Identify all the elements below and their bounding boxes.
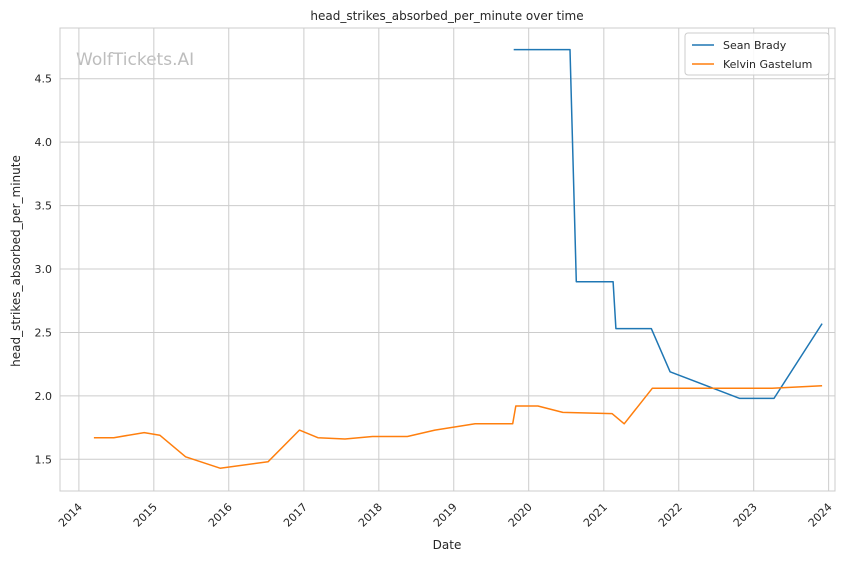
grid: [60, 28, 835, 491]
y-tick-label: 3.0: [35, 263, 53, 276]
watermark-text: WolfTickets.AI: [76, 50, 194, 70]
plot-frame: [59, 27, 836, 492]
y-tick-label: 4.5: [35, 73, 53, 86]
x-tick-label: 2016: [206, 501, 235, 530]
y-tick-label: 4.0: [35, 136, 53, 149]
x-tick-label: 2015: [131, 501, 160, 530]
x-tick-label: 2024: [806, 501, 835, 530]
chart-title: head_strikes_absorbed_per_minute over ti…: [310, 9, 583, 23]
legend-label: Sean Brady: [723, 39, 787, 52]
y-axis-ticks: 1.5 2.0 2.5 3.0 3.5 4.0 4.5: [35, 73, 53, 467]
series-line-0: [513, 48, 823, 400]
legend-box: [684, 32, 830, 76]
series-layer: [93, 48, 823, 469]
x-tick-label: 2021: [581, 501, 610, 530]
x-tick-label: 2020: [506, 501, 535, 530]
x-tick-label: 2022: [656, 501, 685, 530]
x-tick-label: 2019: [431, 501, 460, 530]
legend: Sean Brady Kelvin Gastelum: [684, 32, 830, 76]
x-axis-ticks: 2014 2015 2016 2017 2018 2019 2020 2021 2022 2023…: [56, 501, 835, 530]
x-tick-label: 2023: [731, 501, 760, 530]
x-tick-label: 2018: [356, 501, 385, 530]
series-line-1: [93, 384, 823, 469]
legend-label: Kelvin Gastelum: [723, 58, 812, 71]
y-tick-label: 3.5: [35, 200, 53, 213]
y-axis-label: head_strikes_absorbed_per_minute: [9, 155, 23, 367]
y-tick-label: 2.5: [35, 326, 53, 339]
x-tick-label: 2017: [281, 501, 310, 530]
y-tick-label: 1.5: [35, 453, 53, 466]
x-tick-label: 2014: [56, 501, 85, 530]
x-axis-label: Date: [433, 538, 462, 552]
y-tick-label: 2.0: [35, 390, 53, 403]
